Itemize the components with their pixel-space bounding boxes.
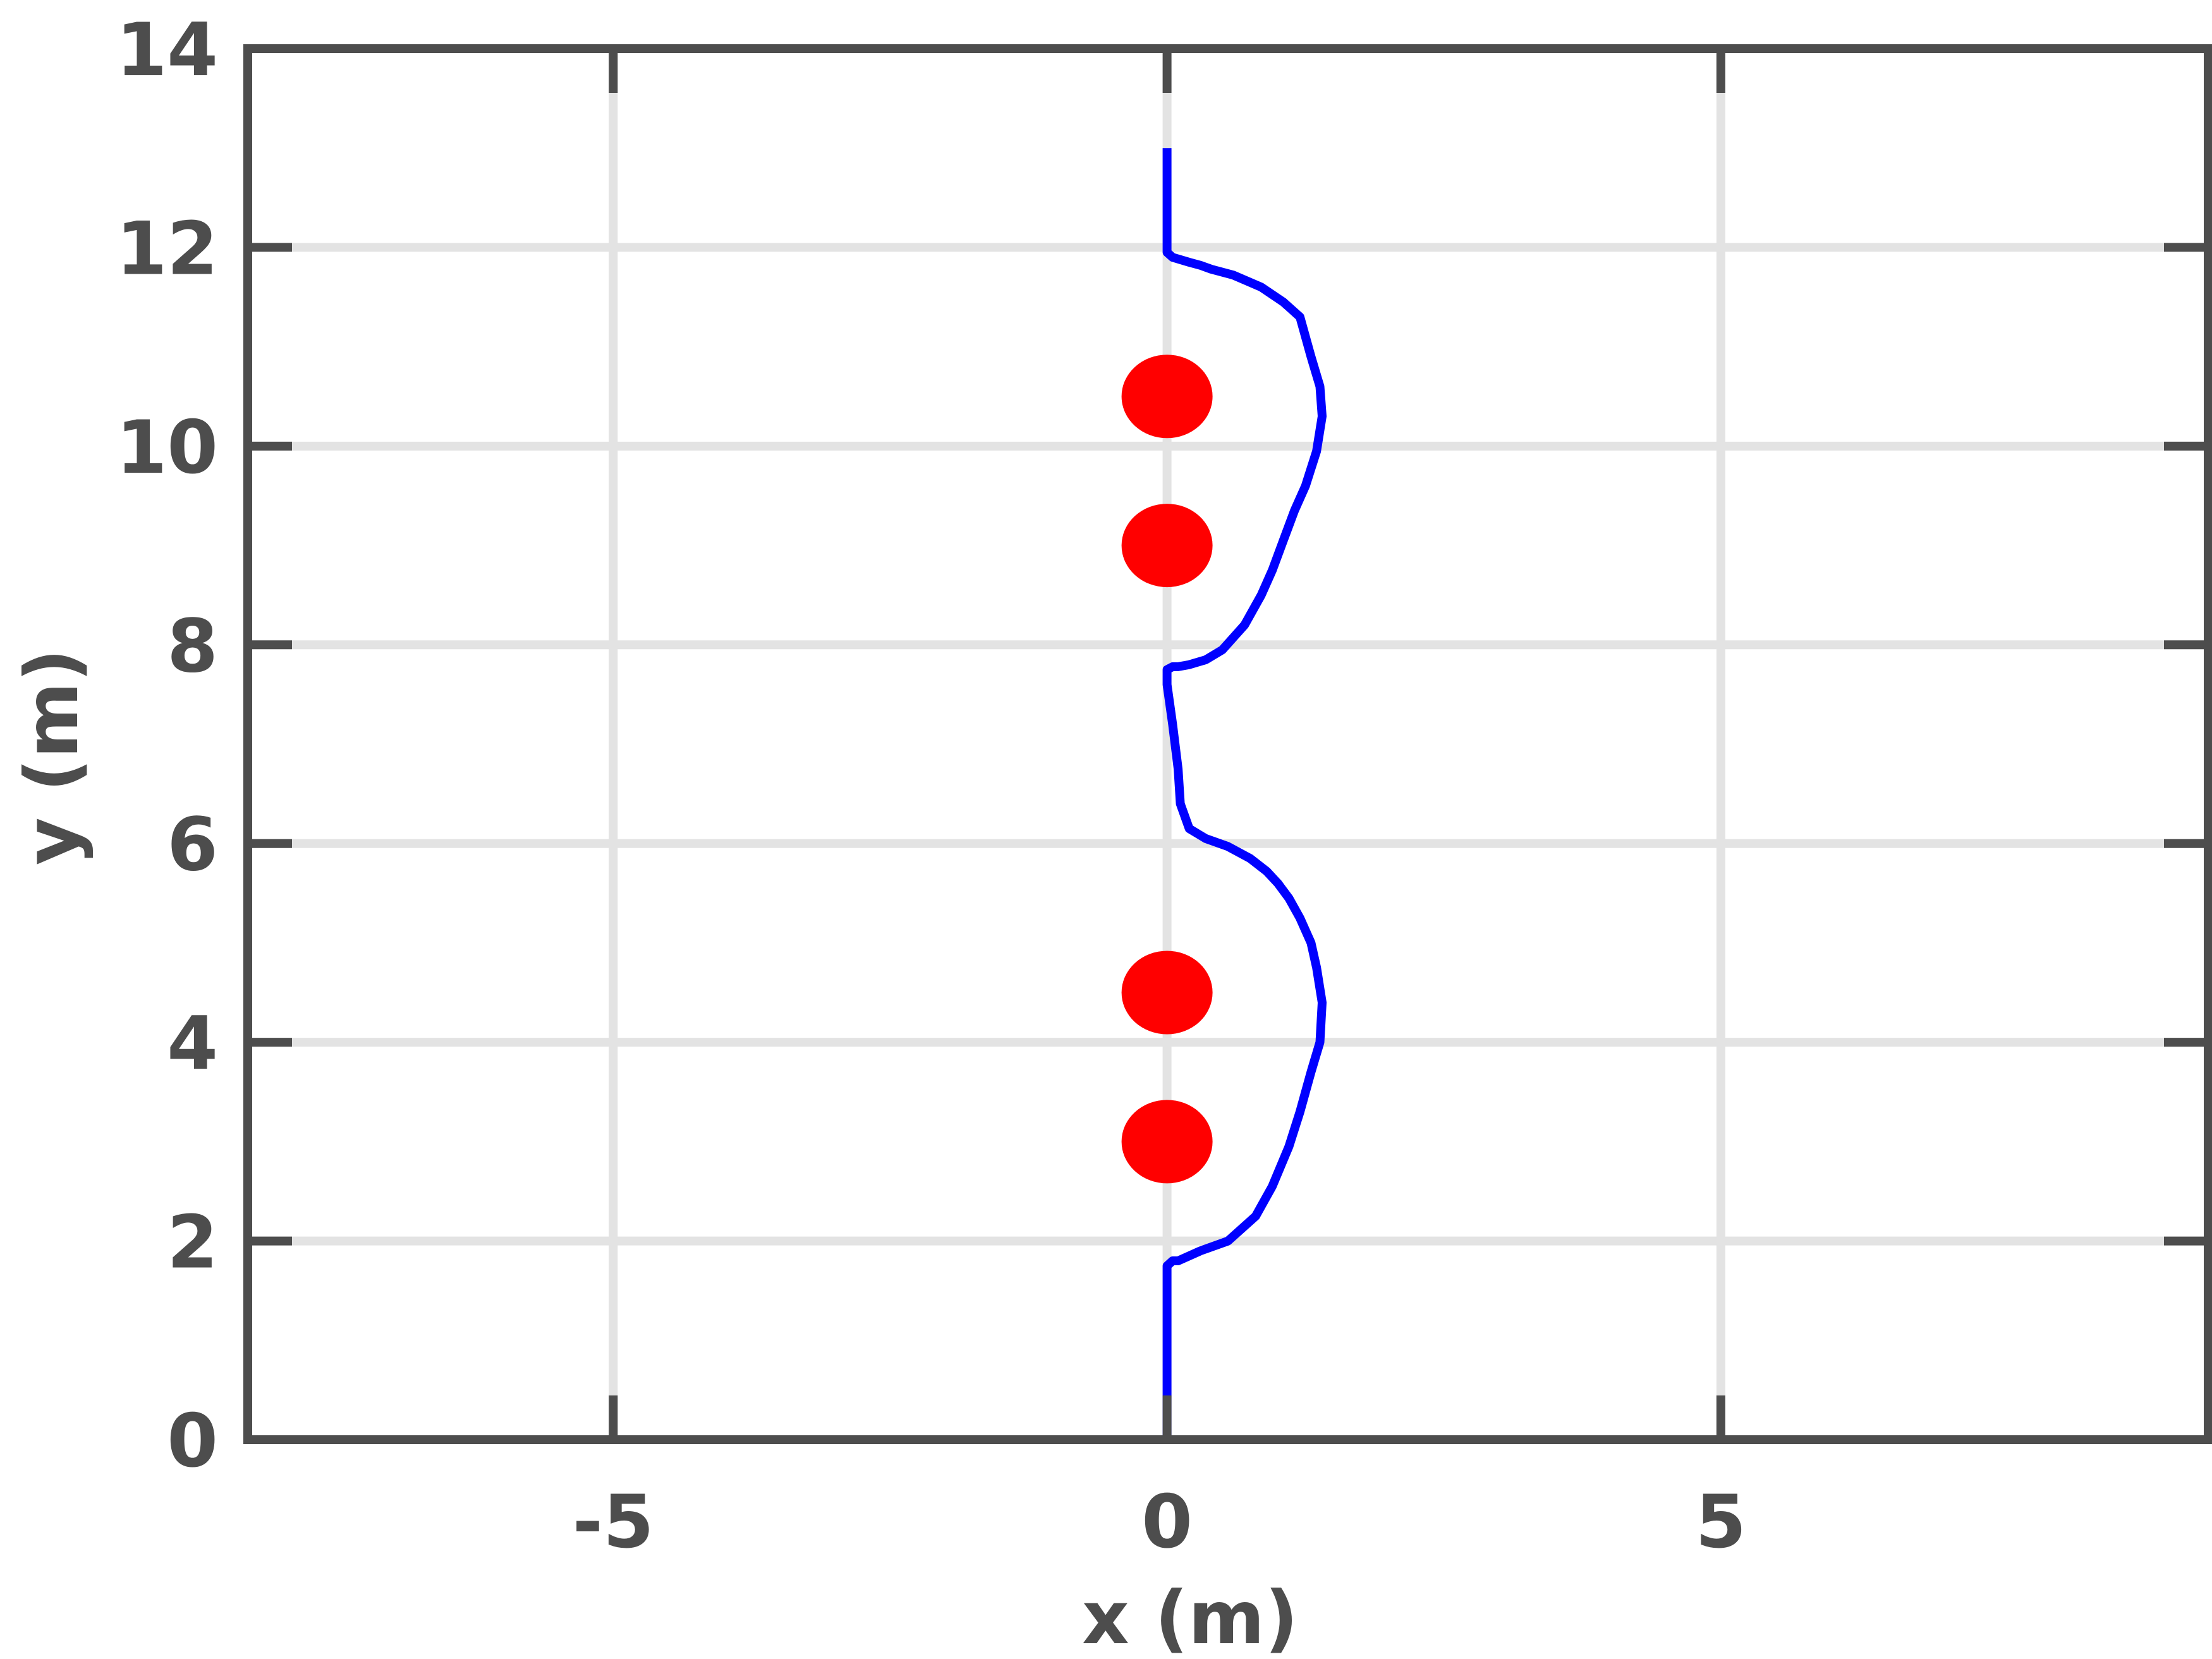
obstacle-point xyxy=(1121,355,1213,439)
obstacle-points xyxy=(1121,355,1213,1184)
y-tick-label: 6 xyxy=(167,803,218,888)
obstacle-point xyxy=(1121,1100,1213,1184)
x-tick-label: 0 xyxy=(1141,1480,1193,1565)
x-tick-label: 5 xyxy=(1696,1480,1747,1565)
y-tick-label: 8 xyxy=(167,604,218,689)
tick-marks xyxy=(248,44,2208,1444)
x-tick-labels: -5 0 5 xyxy=(573,1480,1746,1565)
y-tick-label: 10 xyxy=(116,405,218,490)
y-axis-label: y (m) xyxy=(9,648,95,865)
y-tick-label: 4 xyxy=(167,1001,218,1086)
y-tick-label: 14 xyxy=(116,8,218,93)
y-tick-label: 0 xyxy=(167,1399,218,1484)
y-tick-label: 2 xyxy=(167,1200,218,1285)
y-tick-label: 12 xyxy=(116,206,218,291)
y-tick-labels: 0 2 4 6 8 10 12 14 xyxy=(116,8,218,1484)
x-axis-label: x (m) xyxy=(1082,1576,1298,1659)
x-tick-label: -5 xyxy=(573,1480,654,1565)
grid xyxy=(248,44,2208,1444)
obstacle-point xyxy=(1121,504,1213,588)
plot-frame xyxy=(243,44,2212,1444)
obstacle-point xyxy=(1121,951,1213,1035)
trajectory-series xyxy=(1162,148,1327,1440)
trajectory-line xyxy=(1162,148,1327,1440)
